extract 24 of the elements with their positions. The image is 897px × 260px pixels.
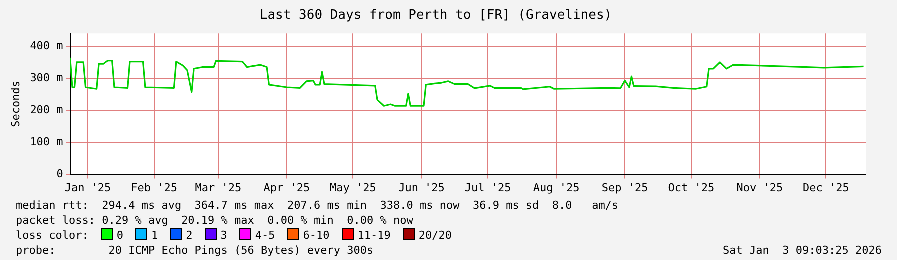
x-tick-label: Dec '25 (803, 181, 850, 194)
y-tick-label: 0 (56, 168, 64, 181)
x-tick-label: Feb '25 (131, 181, 178, 194)
text: probe: 20 ICMP Echo Pings (56 Bytes) every 300s (16, 244, 374, 257)
text: median rtt: 294.4 ms avg 364.7 ms max 207.6 ms min 338.0 ms now 36.9 ms sd 8.0 am/s (16, 198, 620, 213)
y-tick-label: 100 m (30, 136, 64, 149)
x-tick-label: Nov '25 (736, 181, 784, 194)
y-tick-label: 400 m (30, 39, 64, 52)
x-tick-label: Oct '25 (668, 181, 715, 194)
x-tick-label: May '25 (330, 181, 376, 194)
y-tick-label: 300 m (30, 71, 64, 84)
x-tick-label: Jun '25 (398, 181, 445, 194)
x-tick-label: Sep '25 (602, 181, 648, 194)
x-tick-label: Mar '25 (195, 181, 242, 194)
y-tick-label: 200 m (30, 103, 64, 116)
text: packet loss: 0.29 % avg 20.19 % max 0.00 % min 0.00 % now (16, 213, 414, 228)
x-tick-label: Apr '25 (264, 181, 310, 194)
x-tick-label: Jan '25 (64, 181, 112, 194)
y-axis-title: Seconds (9, 81, 22, 128)
text: Sat Jan 3 09:03:25 2026 (723, 243, 882, 258)
text: loss color: 0 1 2 3 4-5 6-10 11-19 20/20 (16, 229, 452, 242)
x-tick-label: Aug '25 (533, 181, 580, 194)
chart-title: Last 360 Days from Perth to [FR] (Gravelines) (260, 8, 612, 24)
x-tick-label: Jul '25 (464, 181, 512, 194)
